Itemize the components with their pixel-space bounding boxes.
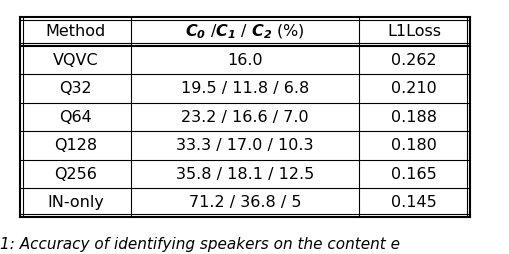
Text: Method: Method xyxy=(46,24,106,39)
Text: 0.210: 0.210 xyxy=(391,81,436,96)
Text: 19.5 / 11.8 / 6.8: 19.5 / 11.8 / 6.8 xyxy=(181,81,308,96)
Text: 35.8 / 18.1 / 12.5: 35.8 / 18.1 / 12.5 xyxy=(176,167,314,182)
Text: 33.3 / 17.0 / 10.3: 33.3 / 17.0 / 10.3 xyxy=(176,138,313,153)
Text: Q256: Q256 xyxy=(54,167,97,182)
Text: Q32: Q32 xyxy=(60,81,92,96)
Text: L1Loss: L1Loss xyxy=(386,24,440,39)
Text: 0.145: 0.145 xyxy=(391,195,436,210)
Text: Q64: Q64 xyxy=(59,109,92,124)
Text: 0.188: 0.188 xyxy=(390,109,436,124)
Text: 23.2 / 16.6 / 7.0: 23.2 / 16.6 / 7.0 xyxy=(181,109,308,124)
Text: 71.2 / 36.8 / 5: 71.2 / 36.8 / 5 xyxy=(188,195,301,210)
Text: 0.180: 0.180 xyxy=(390,138,436,153)
Text: 1: Accuracy of identifying speakers on the content e: 1: Accuracy of identifying speakers on t… xyxy=(0,237,399,252)
Text: VQVC: VQVC xyxy=(53,53,98,68)
Text: $\bfit{C}_0$ /$\bfit{C}_1$ / $\bfit{C}_2$ (%): $\bfit{C}_0$ /$\bfit{C}_1$ / $\bfit{C}_2… xyxy=(185,22,304,41)
Text: 16.0: 16.0 xyxy=(227,53,262,68)
Text: 0.165: 0.165 xyxy=(391,167,436,182)
Text: IN-only: IN-only xyxy=(47,195,104,210)
Text: Q128: Q128 xyxy=(54,138,97,153)
Text: 0.262: 0.262 xyxy=(391,53,436,68)
